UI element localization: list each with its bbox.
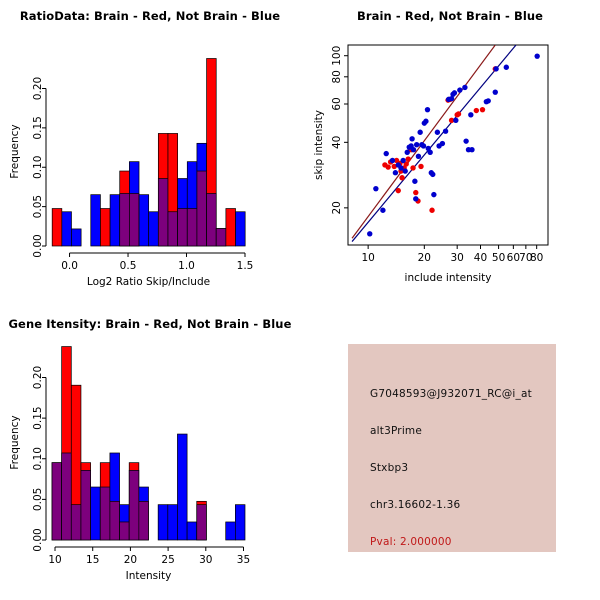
- svg-text:15: 15: [86, 554, 99, 566]
- svg-text:20: 20: [418, 252, 431, 264]
- svg-text:1.5: 1.5: [237, 260, 254, 272]
- svg-text:skip intensity: skip intensity: [313, 110, 325, 180]
- svg-text:25: 25: [161, 554, 174, 566]
- gene-info-panel: G7048593@J932071_RC@i_at alt3Prime Stxbp…: [348, 344, 556, 552]
- svg-text:0.05: 0.05: [32, 488, 44, 511]
- svg-text:Log2 Ratio Skip/Include: Log2 Ratio Skip/Include: [87, 276, 210, 288]
- ratio-histogram-plot: 0.00 0.05 0.10 0.15 0.20 0.0 0.5 1.0 1.5 Log2 Rat…: [9, 58, 254, 288]
- svg-text:35: 35: [237, 554, 250, 566]
- svg-text:0.20: 0.20: [32, 77, 44, 100]
- svg-text:20: 20: [331, 201, 343, 214]
- panel-gene-histogram: Gene Itensity: Brain - Red, Not Brain - …: [0, 300, 300, 600]
- ratio-histogram-title: RatioData: Brain - Red, Not Brain - Blue: [19, 9, 281, 23]
- panel-scatter: Brain - Red, Not Brain - Blue 20 40 60 80 10…: [300, 0, 600, 300]
- svg-text:0.00: 0.00: [32, 528, 44, 551]
- svg-text:0.05: 0.05: [32, 195, 44, 218]
- probe-id-label: G7048593@J932071_RC@i_at: [370, 388, 532, 400]
- gene-histogram-title: Gene Itensity: Brain - Red, Not Brain - …: [8, 317, 292, 331]
- svg-text:0.20: 0.20: [32, 366, 44, 389]
- svg-text:0.10: 0.10: [32, 447, 44, 470]
- pval-label: Pval: 2.000000: [370, 536, 452, 548]
- svg-text:40: 40: [331, 136, 343, 149]
- svg-text:60: 60: [331, 97, 343, 110]
- panel-ratio-histogram: RatioData: Brain - Red, Not Brain - Blue…: [0, 0, 300, 300]
- svg-text:0.00: 0.00: [32, 234, 44, 257]
- svg-text:80: 80: [530, 252, 543, 264]
- event-type-label: alt3Prime: [370, 425, 423, 437]
- svg-text:Intensity: Intensity: [126, 570, 172, 582]
- svg-text:1.0: 1.0: [178, 260, 195, 272]
- scatter-title: Brain - Red, Not Brain - Blue: [356, 9, 544, 23]
- svg-text:0.5: 0.5: [120, 260, 137, 272]
- svg-text:30: 30: [199, 554, 212, 566]
- svg-text:60: 60: [507, 252, 520, 264]
- svg-text:Frequency: Frequency: [9, 415, 21, 469]
- svg-text:40: 40: [474, 252, 487, 264]
- gene-histogram-plot: 0.00 0.05 0.10 0.15 0.20 10 15 20 25 30 35 Intensit…: [9, 346, 250, 582]
- svg-text:0.15: 0.15: [32, 406, 44, 429]
- svg-text:10: 10: [361, 252, 374, 264]
- svg-text:50: 50: [492, 252, 505, 264]
- svg-text:70: 70: [519, 252, 532, 264]
- svg-text:0.0: 0.0: [61, 260, 78, 272]
- gene-symbol-label: Stxbp3: [370, 462, 409, 474]
- svg-text:10: 10: [48, 554, 61, 566]
- svg-text:20: 20: [124, 554, 137, 566]
- svg-text:80: 80: [331, 70, 343, 83]
- svg-text:30: 30: [450, 252, 463, 264]
- svg-text:Frequency: Frequency: [9, 124, 21, 178]
- svg-text:0.15: 0.15: [32, 116, 44, 139]
- svg-text:100: 100: [331, 46, 343, 66]
- svg-text:include intensity: include intensity: [405, 272, 492, 284]
- locus-label: chr3.16602-1.36: [370, 499, 461, 511]
- svg-text:0.10: 0.10: [32, 156, 44, 179]
